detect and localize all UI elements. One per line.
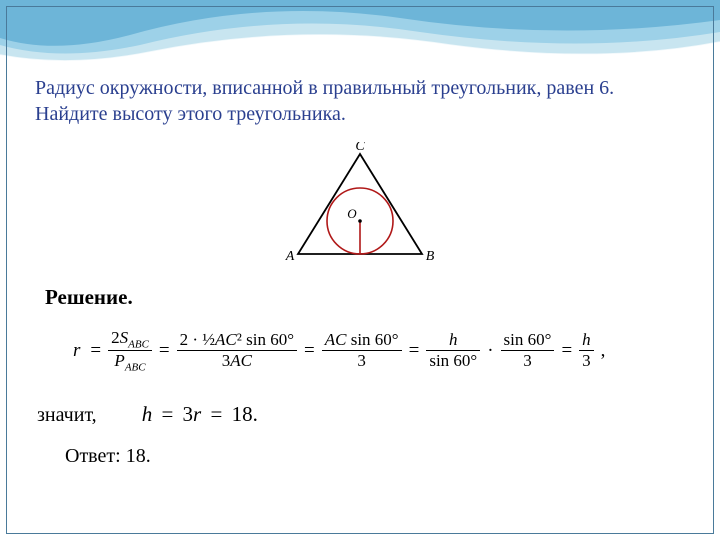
fraction-1: 2SABC PABC: [108, 328, 152, 374]
answer-label: Ответ:: [65, 445, 121, 467]
eq-sign: =: [159, 340, 170, 362]
problem-statement: Радиус окружности, вписанной в правильны…: [35, 75, 685, 127]
therefore-line: значит, h = 3r = 18.: [37, 402, 685, 427]
trailing-comma: ,: [601, 340, 606, 362]
therefore-word: значит,: [37, 404, 97, 426]
content-area: Радиус окружности, вписанной в правильны…: [0, 0, 720, 488]
triangle-diagram: C A B O: [35, 142, 685, 277]
eq-sign: =: [90, 340, 101, 362]
eq-sign: =: [409, 340, 420, 362]
answer-line: Ответ: 18.: [65, 445, 685, 468]
eq-sign: =: [304, 340, 315, 362]
fraction-4a: h sin 60°: [426, 330, 480, 371]
eq-sign: =: [561, 340, 572, 362]
svg-text:A: A: [285, 249, 295, 264]
fraction-3: AC sin 60° 3: [322, 330, 402, 371]
formula-lhs: r: [73, 340, 80, 362]
result-equation: h = 3r = 18.: [142, 402, 258, 426]
answer-value: 18.: [126, 445, 151, 467]
svg-text:O: O: [347, 206, 357, 221]
fraction-4b: sin 60° 3: [501, 330, 555, 371]
dot-sign: ·: [487, 340, 493, 362]
fraction-5: h 3: [579, 330, 594, 371]
svg-text:B: B: [426, 249, 435, 264]
derivation-formula: r = 2SABC PABC = 2 · ½AC² sin 60° 3AC = …: [70, 328, 685, 374]
fraction-2: 2 · ½AC² sin 60° 3AC: [177, 330, 297, 371]
svg-text:C: C: [355, 142, 365, 154]
solution-heading: Решение.: [45, 285, 685, 310]
